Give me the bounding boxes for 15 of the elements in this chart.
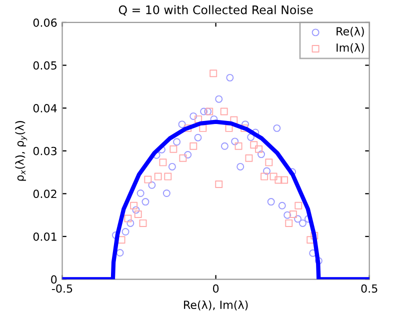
x-tick-label: -0.5 — [52, 284, 72, 293]
y-tick-label: 0.02 — [33, 190, 56, 198]
legend-label: Re(λ) — [336, 26, 364, 37]
y-tick-label: 0.04 — [33, 104, 57, 112]
chart-title: Q = 10 with Collected Real Noise — [118, 5, 313, 16]
x-tick-label: 0 — [213, 284, 219, 293]
y-tick-label: 0 — [51, 275, 57, 284]
y-tick-label: 0.05 — [33, 61, 56, 70]
legend-label: Im(λ) — [336, 43, 364, 54]
x-tick-label: 0.5 — [361, 284, 378, 293]
y-tick-label: 0.01 — [33, 232, 56, 241]
x-axis-title: Re(λ), Im(λ) — [184, 300, 248, 310]
y-axis-title: ρ$_{x}$(λ), ρ$_{y}$(λ) — [15, 121, 28, 181]
y-tick-label: 0.03 — [33, 146, 56, 156]
y-tick-label: 0.06 — [33, 18, 57, 27]
